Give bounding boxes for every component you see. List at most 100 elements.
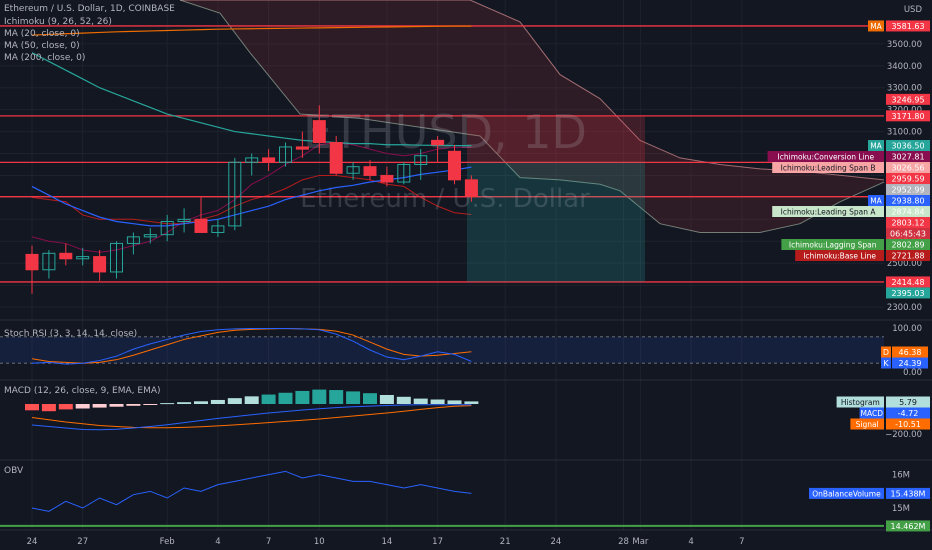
- stoch-tag-key-bg-0: [881, 346, 891, 358]
- candle-body-23: [414, 155, 428, 165]
- macd-hist-bar-14: [261, 394, 276, 404]
- obv-tag-bg-1: [886, 520, 930, 532]
- price-tag-6: 2959.59: [891, 175, 924, 184]
- macd-tag-1: -4.72: [898, 409, 919, 418]
- price-tag-name-bg-5: [772, 162, 884, 174]
- macd-hist-bar-10: [194, 401, 208, 404]
- stoch-band: [0, 336, 884, 364]
- macd-tag-name-bg-0: [836, 396, 884, 408]
- candle-body-26: [464, 179, 478, 198]
- candle-body-20: [363, 166, 377, 176]
- price-tag-2: 3171.80: [891, 112, 924, 121]
- obv-tick-1: 15M: [892, 504, 910, 514]
- ichimoku-conversion-line: [31, 142, 472, 253]
- candle-body-13: [245, 157, 259, 163]
- candle-body-15: [279, 146, 292, 163]
- price-tag-sub-bg-10: [886, 228, 930, 240]
- candle-body-1: [42, 252, 56, 271]
- price-tag-name-5: Ichimoku:Leading Span B: [781, 164, 876, 173]
- candle-body-16: [295, 146, 309, 150]
- stoch-tag-bg-0: [892, 346, 928, 358]
- macd-hist-bar-18: [329, 390, 344, 404]
- macd-tag-bg-2: [886, 418, 930, 430]
- price-tag-name-bg-8: [868, 195, 884, 207]
- stoch-tag-key-0: D: [883, 348, 889, 357]
- candle-body-3: [76, 256, 90, 260]
- macd-signal-line: [31, 405, 472, 429]
- macd-tag-2: -10.51: [895, 420, 921, 429]
- macd-hist-bar-23: [413, 398, 428, 404]
- macd-tag-name-bg-1: [859, 407, 884, 419]
- candle-body-2: [59, 252, 73, 260]
- indicator-ma200[interactable]: MA (200, close, 0): [4, 53, 86, 63]
- macd-line: [31, 404, 472, 431]
- macd-title[interactable]: MACD (12, 26, close, 9, EMA, EMA): [4, 386, 161, 396]
- price-tag-1: 3246.95: [891, 95, 924, 104]
- price-tag-bg-9: [886, 206, 930, 218]
- price-tick-2: 2500.00: [887, 259, 922, 269]
- candle-body-21: [380, 174, 394, 183]
- stoch-tick-2: 0.00: [903, 368, 922, 378]
- price-tick-8: 3100.00: [887, 128, 922, 138]
- indicator-ichimoku[interactable]: Ichimoku (9, 26, 52, 26): [4, 17, 112, 27]
- ma50-line: [31, 52, 472, 147]
- price-tag-7: 2952.99: [891, 186, 924, 195]
- price-tag-12: 2721.88: [891, 252, 924, 261]
- candle-body-18: [329, 142, 343, 174]
- time-tick-11: Mar: [632, 537, 649, 547]
- price-tag-3: 3036.50: [891, 142, 924, 151]
- price-tag-bg-0: [886, 20, 930, 32]
- price-tag-name-0: MA: [870, 22, 882, 31]
- candle-body-4: [93, 256, 107, 273]
- candle-body-14: [262, 157, 276, 163]
- candle-body-8: [160, 221, 174, 236]
- macd-tag-name-2: Signal: [856, 420, 879, 429]
- macd-hist-bar-11: [210, 399, 225, 404]
- price-tag-name-4: Ichimoku:Conversion Line: [778, 153, 875, 162]
- symbol-title[interactable]: Ethereum / U.S. Dollar, 1D, COINBASE: [4, 4, 175, 14]
- price-tag-14: 2395.03: [891, 289, 924, 298]
- candle-body-25: [448, 150, 461, 181]
- time-tick-6: 14: [381, 537, 392, 547]
- price-tag-bg-11: [886, 239, 930, 251]
- obv-line: [31, 470, 472, 512]
- stoch-tag-bg-1: [892, 357, 928, 369]
- macd-hist-bar-2: [58, 404, 73, 410]
- time-tick-1: 27: [77, 537, 88, 547]
- price-tag-bg-2: [886, 110, 930, 122]
- obv-title[interactable]: OBV: [4, 466, 24, 476]
- macd-tick-0: −200.00: [885, 430, 922, 440]
- macd-tag-0: 5.79: [899, 398, 917, 407]
- price-tag-bg-10: [886, 217, 930, 229]
- macd-hist-bar-25: [447, 400, 462, 404]
- stoch-title[interactable]: Stoch RSI (3, 3, 14, 14, close): [4, 329, 138, 339]
- indicator-ma50[interactable]: MA (50, close, 0): [4, 41, 80, 51]
- macd-hist-bar-0: [25, 404, 39, 411]
- price-tag-bg-8: [886, 195, 930, 207]
- time-tick-13: 7: [739, 537, 744, 547]
- price-tag-name-8: MA: [870, 197, 882, 206]
- indicator-ma20[interactable]: MA (20, close, 0): [4, 29, 80, 39]
- price-tag-9: 2874.84: [891, 208, 924, 217]
- price-tag-bg-3: [886, 140, 930, 152]
- macd-hist-bar-13: [244, 396, 259, 404]
- candle-body-6: [126, 236, 140, 244]
- time-tick-7: 17: [432, 537, 443, 547]
- macd-hist-bar-26: [464, 401, 479, 404]
- macd-hist-bar-15: [278, 392, 293, 404]
- price-tag-name-3: MA: [870, 142, 882, 151]
- time-tick-3: 4: [215, 537, 220, 547]
- macd-hist-bar-12: [227, 398, 242, 404]
- macd-tag-bg-1: [886, 407, 930, 419]
- macd-hist-bar-8: [160, 403, 175, 405]
- price-tag-bg-4: [886, 151, 930, 163]
- macd-hist-bar-3: [75, 404, 90, 409]
- stoch-d-line: [31, 327, 472, 364]
- macd-hist-bar-24: [430, 399, 445, 404]
- currency-label: USD: [904, 5, 923, 15]
- ichimoku-span-a: [179, 0, 885, 233]
- price-tag-bg-7: [886, 184, 930, 196]
